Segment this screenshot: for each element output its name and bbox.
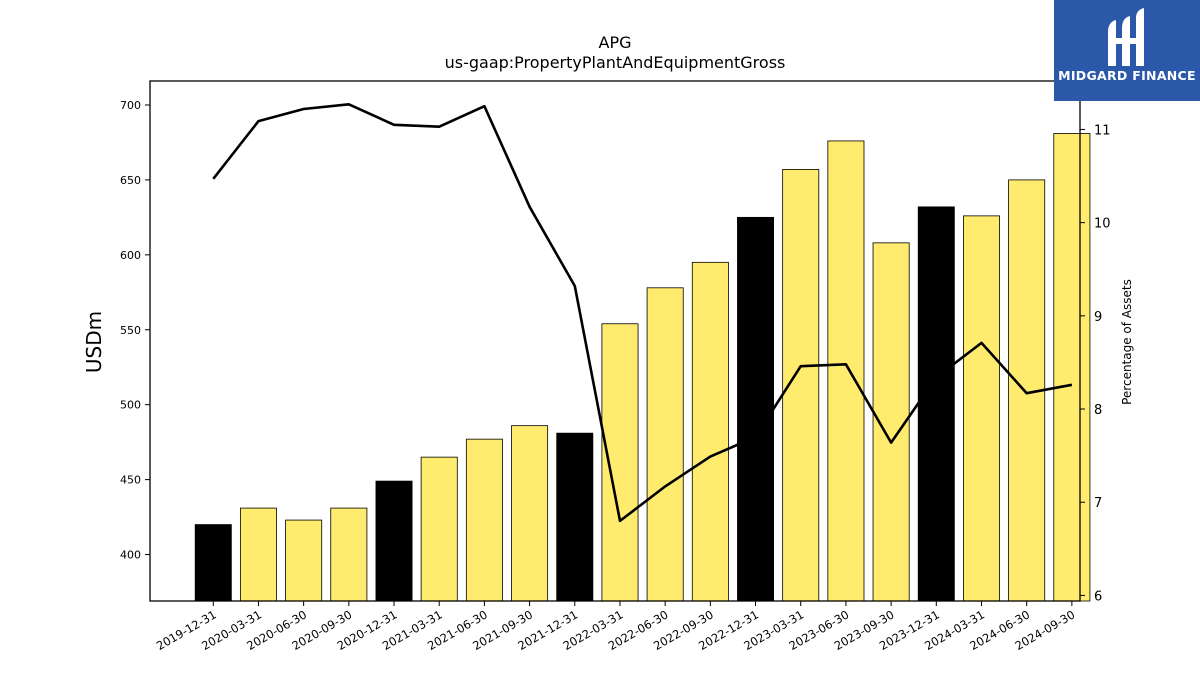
- bar: [827, 140, 865, 602]
- y2-tick-label: 8: [1094, 403, 1102, 418]
- bar: [285, 519, 323, 602]
- y2-tick-label: 7: [1094, 496, 1102, 511]
- bar: [465, 438, 503, 602]
- bar: [556, 432, 594, 602]
- y2-tick-label: 9: [1094, 310, 1102, 325]
- y2-axis-label: Percentage of Assets: [1120, 279, 1134, 405]
- y2-tick-label: 6: [1094, 589, 1102, 604]
- y-tick-label: 700: [120, 99, 141, 112]
- line-series: [212, 103, 1073, 523]
- bar: [737, 216, 775, 602]
- y-tick-label: 650: [120, 174, 141, 187]
- logo-mark-icon: [1108, 8, 1144, 66]
- bar: [420, 456, 458, 602]
- bar: [194, 524, 232, 602]
- chart-title: APG: [599, 33, 632, 52]
- bar: [239, 507, 277, 602]
- bar: [375, 480, 413, 602]
- y2-tick-label: 11: [1094, 123, 1111, 138]
- y-tick-label: 550: [120, 324, 141, 337]
- bar: [917, 206, 955, 602]
- midgard-finance-logo: MIDGARD FINANCE: [1054, 0, 1200, 101]
- y-tick-label: 500: [120, 399, 141, 412]
- bar: [691, 261, 729, 602]
- y-tick-label: 600: [120, 249, 141, 262]
- y-tick-label: 400: [120, 549, 141, 562]
- bar: [963, 215, 1000, 602]
- bar: [330, 507, 368, 602]
- y2-tick-label: 10: [1094, 217, 1111, 232]
- y-tick-label: 450: [120, 474, 141, 487]
- bar: [511, 425, 549, 602]
- bar: [601, 323, 639, 602]
- bar: [1053, 133, 1091, 602]
- bar: [646, 287, 684, 602]
- plot-frame: [149, 80, 1081, 602]
- logo-text: MIDGARD FINANCE: [1058, 68, 1196, 83]
- y-axis-label: USDm: [82, 311, 106, 373]
- chart-subtitle: us-gaap:PropertyPlantAndEquipmentGross: [445, 53, 786, 72]
